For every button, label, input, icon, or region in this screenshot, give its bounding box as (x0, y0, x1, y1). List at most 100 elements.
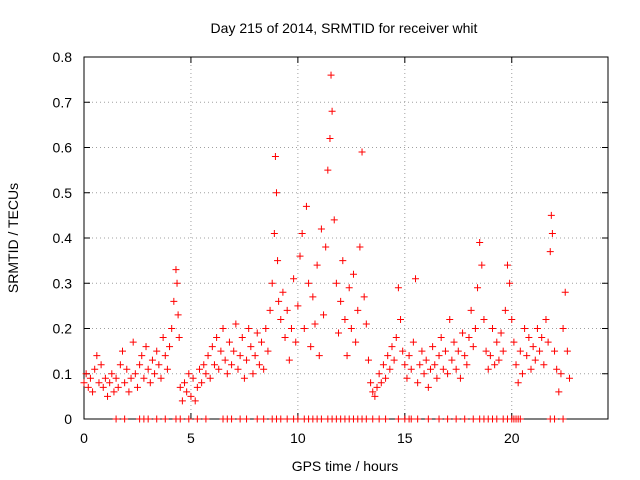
data-point-marker (409, 338, 417, 346)
data-point-marker (89, 388, 97, 396)
data-point-marker (512, 361, 520, 369)
data-point-marker (407, 365, 415, 373)
data-point-marker (302, 202, 310, 210)
y-tick-label: 0.6 (53, 140, 73, 156)
data-point-marker (161, 352, 169, 360)
data-point-marker (264, 347, 272, 355)
data-point-marker (418, 347, 426, 355)
data-point-marker (461, 352, 469, 360)
data-point-marker (546, 248, 554, 256)
data-point-marker (110, 388, 118, 396)
data-point-marker (548, 229, 556, 237)
data-point-marker (508, 315, 516, 323)
data-point-marker (236, 352, 244, 360)
data-point-marker (82, 370, 90, 378)
data-point-marker (240, 374, 248, 382)
data-point-marker (279, 288, 287, 296)
data-point-marker (99, 383, 107, 391)
data-point-marker (433, 374, 441, 382)
data-point-marker (200, 361, 208, 369)
data-point-marker (258, 338, 266, 346)
data-point-marker (484, 365, 492, 373)
data-point-marker (189, 374, 197, 382)
data-point-marker (247, 343, 255, 351)
data-point-marker (219, 325, 227, 332)
data-point-marker (523, 352, 531, 360)
data-point-marker (557, 370, 565, 378)
data-point-marker (243, 356, 251, 364)
data-point-marker (435, 352, 443, 360)
data-point-marker (452, 365, 460, 373)
data-point-marker (335, 329, 343, 337)
data-point-marker (444, 370, 452, 378)
data-point-marker (266, 306, 274, 314)
data-point-marker (401, 361, 409, 369)
data-point-marker (285, 356, 293, 364)
data-point-marker (456, 374, 464, 382)
data-point-marker (435, 415, 443, 423)
data-point-marker (185, 415, 193, 423)
data-point-marker (431, 361, 439, 369)
data-point-marker (253, 415, 261, 423)
data-point-marker (292, 338, 300, 346)
data-point-marker (377, 379, 385, 387)
data-point-marker (328, 107, 336, 115)
data-point-marker (531, 356, 539, 364)
y-axis-label: SRMTID / TECUs (5, 183, 21, 293)
data-point-marker (223, 370, 231, 378)
data-point-marker (369, 415, 377, 423)
data-point-marker (159, 334, 167, 342)
data-point-marker (467, 306, 475, 314)
data-point-marker (277, 415, 285, 423)
data-point-marker (538, 334, 546, 342)
data-point-marker (397, 315, 405, 323)
data-point-marker (503, 261, 511, 269)
data-point-marker (375, 415, 383, 423)
data-point-marker (414, 415, 422, 423)
data-point-marker (153, 415, 161, 423)
data-point-marker (97, 361, 105, 369)
data-point-marker (561, 288, 569, 296)
data-point-marker (382, 374, 390, 382)
data-point-marker (510, 338, 518, 346)
data-point-marker (283, 415, 291, 423)
data-point-marker (322, 243, 330, 251)
data-point-marker (151, 370, 159, 378)
data-point-marker (311, 320, 319, 328)
data-point-marker (175, 334, 183, 342)
data-point-marker (369, 388, 377, 396)
data-point-marker (529, 343, 537, 351)
y-tick-label: 0.7 (53, 94, 73, 110)
data-point-marker (489, 325, 497, 332)
data-point-marker (551, 415, 559, 423)
data-point-marker (416, 361, 424, 369)
data-point-marker (155, 361, 163, 369)
data-point-marker (399, 347, 407, 355)
data-point-marker (125, 388, 133, 396)
data-point-marker (95, 379, 103, 387)
data-point-marker (358, 148, 366, 156)
data-point-marker (482, 347, 490, 355)
data-point-marker (521, 325, 529, 332)
data-point-marker (375, 370, 383, 378)
data-point-marker (347, 325, 355, 332)
data-point-marker (337, 297, 345, 305)
data-point-marker (101, 374, 109, 382)
data-point-marker (300, 325, 308, 332)
data-point-marker (356, 243, 364, 251)
data-point-marker (499, 347, 507, 355)
data-point-marker (80, 379, 88, 387)
data-point-marker (86, 374, 94, 382)
data-point-marker (187, 392, 195, 400)
grid-lines (84, 57, 608, 419)
data-point-marker (181, 379, 189, 387)
data-point-marker (274, 257, 282, 265)
data-point-marker (260, 365, 268, 373)
data-point-marker (422, 356, 430, 364)
data-point-marker (91, 365, 99, 373)
data-point-marker (238, 334, 246, 342)
data-point-marker (131, 370, 139, 378)
data-point-marker (294, 415, 302, 423)
data-point-marker (121, 379, 129, 387)
data-point-marker (317, 225, 325, 233)
